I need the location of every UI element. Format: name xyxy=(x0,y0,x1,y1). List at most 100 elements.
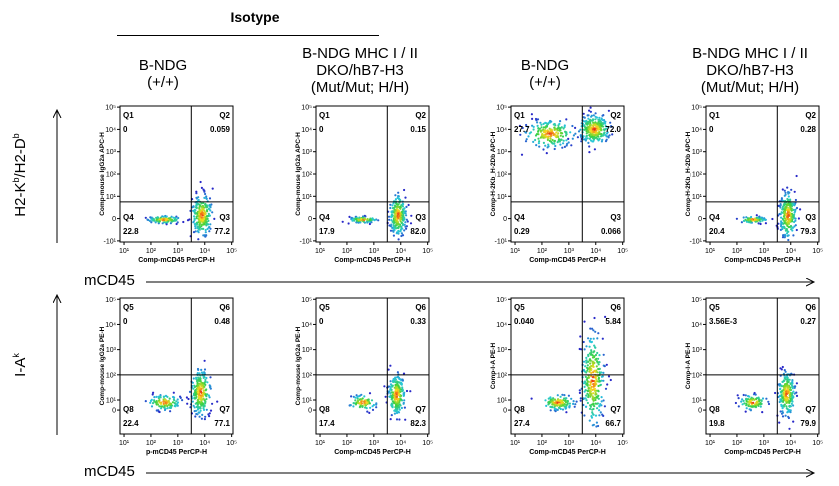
x-tick-label: 10³ xyxy=(369,248,380,255)
event-dot xyxy=(557,126,560,129)
event-dot xyxy=(586,364,589,367)
event-dot xyxy=(784,206,787,209)
event-dot xyxy=(197,389,200,392)
event-dot xyxy=(588,370,591,373)
event-dot xyxy=(209,223,212,226)
event-dot xyxy=(148,219,151,222)
event-dot xyxy=(405,218,408,221)
event-dot xyxy=(402,208,405,211)
event-dot xyxy=(170,215,173,218)
event-dot xyxy=(551,403,554,406)
event-dot xyxy=(211,402,214,405)
event-dot xyxy=(594,115,597,118)
event-dot xyxy=(200,223,203,226)
quadrant-name-tl: Q1 xyxy=(514,111,525,120)
event-dot xyxy=(398,214,401,218)
quadrant-value-tr: 5.84 xyxy=(605,317,621,326)
event-dot xyxy=(586,389,589,392)
x-tick-label: 10⁵ xyxy=(617,440,628,447)
event-dot xyxy=(588,358,592,361)
event-dot xyxy=(211,211,214,214)
event-dot xyxy=(592,114,596,117)
event-dot xyxy=(759,222,762,226)
y-tick-label: 10⁴ xyxy=(691,127,702,134)
event-dot xyxy=(401,378,404,381)
event-dot xyxy=(179,396,182,399)
event-dot xyxy=(375,403,378,406)
event-dot xyxy=(598,414,601,417)
x-tick-label: 10⁴ xyxy=(590,248,601,255)
event-dot xyxy=(560,401,564,404)
event-dot xyxy=(400,225,403,228)
event-dot xyxy=(534,134,538,137)
event-dot xyxy=(589,394,592,397)
event-dot xyxy=(604,122,607,125)
event-dot xyxy=(198,372,201,375)
event-dot xyxy=(198,226,202,229)
event-dot xyxy=(791,203,795,206)
quadrant-value-tl: 27.7 xyxy=(514,125,530,134)
event-dot xyxy=(371,408,375,411)
event-dot xyxy=(205,209,209,212)
event-dot xyxy=(545,135,548,138)
event-dot xyxy=(403,229,406,232)
event-dot xyxy=(194,222,197,225)
event-dot xyxy=(357,221,360,224)
event-dot xyxy=(194,227,197,230)
event-dot xyxy=(200,417,203,420)
event-dot xyxy=(165,223,168,226)
quadrant-value-tr: 0.48 xyxy=(214,317,230,326)
event-dot xyxy=(788,400,791,403)
event-dot xyxy=(783,217,787,220)
event-dot xyxy=(389,229,393,232)
event-dot xyxy=(398,378,401,381)
event-dot xyxy=(387,215,391,218)
event-dot xyxy=(594,353,598,357)
y-tick-label: 10² xyxy=(497,172,508,179)
y-tick-label: 10³ xyxy=(497,149,508,156)
event-dot xyxy=(585,119,588,122)
event-dot xyxy=(597,135,600,138)
event-dot xyxy=(531,117,534,120)
event-dot xyxy=(559,134,562,137)
y-tick-label: 0 xyxy=(112,408,116,415)
event-dot xyxy=(194,389,197,392)
event-dot xyxy=(583,348,586,351)
event-dot xyxy=(192,221,195,224)
event-dot xyxy=(564,401,568,404)
event-dot xyxy=(193,410,196,413)
event-dot xyxy=(192,392,195,396)
event-dot xyxy=(203,359,206,362)
event-dot xyxy=(764,222,768,225)
event-dot xyxy=(587,395,590,399)
event-dot xyxy=(784,376,788,379)
quadrant-value-bl: 27.4 xyxy=(514,419,530,428)
event-dot xyxy=(207,212,210,215)
event-dot xyxy=(198,415,201,418)
event-dot xyxy=(551,142,554,145)
event-dot xyxy=(540,126,543,129)
event-dot xyxy=(559,404,562,407)
event-dot xyxy=(388,218,391,221)
event-dot xyxy=(594,118,597,121)
event-dot xyxy=(204,415,207,418)
event-dot xyxy=(593,316,596,320)
event-dot xyxy=(197,411,200,414)
event-dot xyxy=(539,130,543,133)
event-dot xyxy=(596,371,599,374)
event-dot xyxy=(196,230,199,233)
event-dot xyxy=(150,221,153,224)
event-dot xyxy=(784,193,787,196)
event-dot xyxy=(558,140,562,143)
event-dot xyxy=(208,230,211,233)
event-dot xyxy=(585,394,588,397)
event-dot xyxy=(202,408,206,411)
event-dot xyxy=(397,405,400,408)
y-tick-label: 0 xyxy=(503,408,507,415)
event-dot xyxy=(199,390,203,393)
event-dot xyxy=(787,386,790,389)
event-dot xyxy=(587,141,590,144)
event-dot xyxy=(789,397,792,400)
event-dot xyxy=(609,121,612,124)
event-dot xyxy=(781,410,784,413)
